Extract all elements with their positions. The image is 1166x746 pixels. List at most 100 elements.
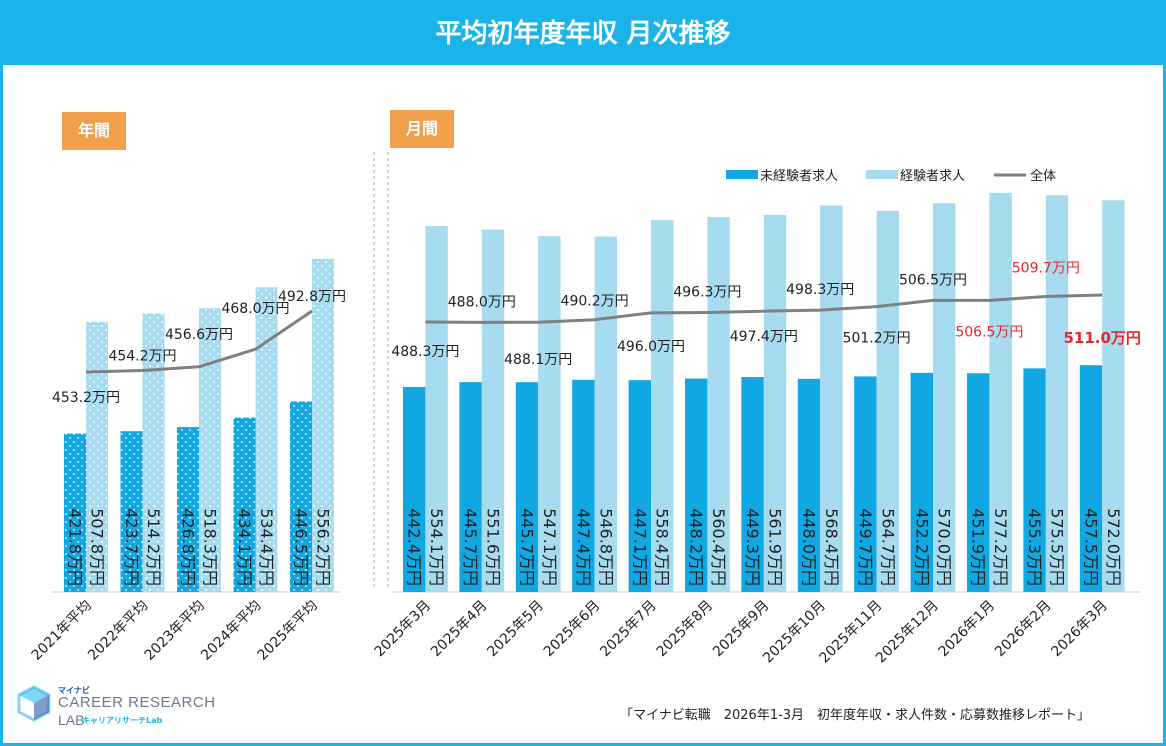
logo bbox=[14, 684, 214, 728]
overall-line-label: 509.7万円 bbox=[1012, 261, 1080, 277]
legend-swatch-inexperienced bbox=[726, 170, 758, 179]
overall-line-label: 488.0万円 bbox=[448, 294, 516, 310]
bar-experienced bbox=[820, 205, 843, 592]
bar-label-experienced: 518.3万円 bbox=[201, 508, 220, 586]
bar-inexperienced bbox=[403, 386, 426, 592]
bar-inexperienced bbox=[1079, 365, 1103, 592]
bar-inexperienced bbox=[854, 376, 877, 592]
bar-label-inexperienced: 447.1万円 bbox=[630, 508, 649, 586]
bar-experienced bbox=[425, 226, 448, 592]
bar-label-inexperienced: 442.4万円 bbox=[405, 508, 424, 586]
legend: 未経験者求人 経験者求人 全体 bbox=[726, 168, 1056, 184]
bar-label-inexperienced: 448.2万円 bbox=[687, 508, 706, 586]
bar-label-experienced: 575.5万円 bbox=[1048, 508, 1067, 586]
category-label: 2026年1月 bbox=[936, 598, 999, 661]
overall-line-label: 490.2万円 bbox=[561, 294, 629, 310]
bar-inexperienced bbox=[290, 401, 312, 592]
legend-swatch-experienced bbox=[866, 170, 898, 179]
bar-inexperienced bbox=[177, 427, 199, 592]
category-label: 2023年平均 bbox=[142, 598, 208, 664]
bar-label-inexperienced: 445.7万円 bbox=[518, 508, 537, 586]
bar-label-inexperienced: 446.5万円 bbox=[292, 508, 311, 586]
bar-experienced bbox=[312, 258, 334, 592]
bar-inexperienced bbox=[233, 417, 256, 592]
bar-label-inexperienced: 449.7万円 bbox=[856, 508, 875, 586]
bar-label-inexperienced: 455.3万円 bbox=[1025, 508, 1044, 586]
bar-label-experienced: 568.4万円 bbox=[822, 508, 841, 586]
bar-label-experienced: 546.8万円 bbox=[596, 508, 615, 586]
bar-label-experienced: 577.2万円 bbox=[991, 508, 1010, 586]
logo-brand: マイナビ bbox=[58, 686, 90, 695]
bar-label-inexperienced: 445.7万円 bbox=[461, 508, 480, 586]
bar-experienced bbox=[594, 236, 617, 592]
bar-label-experienced: 534.4万円 bbox=[257, 508, 276, 586]
chart-title: 平均初年度年収 月次推移 bbox=[435, 19, 731, 49]
bar-label-inexperienced: 457.5万円 bbox=[1082, 508, 1101, 586]
bar-label-inexperienced: 423.7万円 bbox=[122, 508, 141, 586]
bar-label-experienced: 560.4万円 bbox=[709, 508, 728, 586]
bar-label-inexperienced: 452.2万円 bbox=[912, 508, 931, 586]
category-label: 2026年2月 bbox=[992, 598, 1055, 661]
overall-line bbox=[425, 293, 1103, 324]
bar-inexperienced bbox=[1023, 368, 1046, 592]
bar-experienced bbox=[481, 229, 505, 593]
bar-experienced bbox=[1102, 200, 1125, 592]
overall-line-label: 496.3万円 bbox=[673, 284, 741, 300]
overall-line-label: 506.5万円 bbox=[955, 324, 1023, 340]
logo-main-text: CAREER RESEARCH bbox=[58, 694, 216, 711]
overall-line-label: 453.2万円 bbox=[52, 390, 120, 406]
bar-label-experienced: 556.2万円 bbox=[314, 508, 333, 586]
annual-badge: 年間 bbox=[62, 112, 126, 150]
bar-label-experienced: 572.0万円 bbox=[1104, 508, 1123, 586]
bar-label-inexperienced: 448.0万円 bbox=[800, 508, 819, 586]
bar-experienced bbox=[199, 308, 221, 592]
bar-label-experienced: 561.9万円 bbox=[766, 508, 785, 586]
bar-inexperienced bbox=[741, 377, 764, 592]
bar-inexperienced bbox=[967, 373, 990, 592]
category-label: 2025年平均 bbox=[255, 598, 321, 664]
bar-label-inexperienced: 434.1万円 bbox=[235, 508, 254, 586]
legend-label-inexperienced: 未経験者求人 bbox=[760, 169, 838, 184]
overall-line-label: 456.6万円 bbox=[165, 327, 233, 343]
logo-kana-text: キャリアリサーチLab bbox=[82, 716, 163, 725]
category-label: 2025年4月 bbox=[428, 598, 491, 661]
bar-inexperienced bbox=[120, 431, 143, 592]
category-label: 2025年5月 bbox=[484, 598, 547, 661]
monthly-badge: 月間 bbox=[390, 110, 454, 148]
bar-label-experienced: 547.1万円 bbox=[540, 508, 559, 586]
bar-label-experienced: 570.0万円 bbox=[935, 508, 954, 586]
bar-label-inexperienced: 451.9万円 bbox=[969, 508, 988, 586]
bar-inexperienced bbox=[64, 433, 86, 592]
title-bar: 平均初年度年収 月次推移 bbox=[3, 3, 1163, 65]
legend-label-overall: 全体 bbox=[1030, 168, 1056, 184]
bar-experienced bbox=[86, 321, 108, 592]
bar-inexperienced bbox=[797, 378, 821, 592]
category-label: 2021年平均 bbox=[29, 598, 95, 664]
overall-line-label: 498.3万円 bbox=[786, 282, 854, 298]
bar-inexperienced bbox=[515, 382, 539, 592]
bar-label-inexperienced: 421.8万円 bbox=[66, 508, 85, 586]
legend-label-experienced: 経験者求人 bbox=[900, 169, 965, 184]
bar-experienced bbox=[255, 287, 278, 592]
category-label: 2024年平均 bbox=[198, 598, 264, 664]
bar-inexperienced bbox=[572, 379, 595, 592]
overall-line-label: 497.4万円 bbox=[730, 329, 798, 345]
overall-line-label: 488.3万円 bbox=[391, 344, 459, 360]
annual-chart: 421.8万円 507.8万円 2021年平均 423.7万円 514.2万円 2022年… bbox=[29, 258, 346, 664]
bar-experienced bbox=[989, 192, 1012, 592]
overall-line bbox=[85, 309, 313, 374]
bar-experienced bbox=[142, 313, 165, 592]
category-label: 2025年3月 bbox=[372, 598, 435, 661]
overall-line-label: 501.2万円 bbox=[843, 331, 911, 347]
bar-inexperienced bbox=[628, 380, 651, 592]
bar-inexperienced bbox=[459, 382, 482, 592]
bar-inexperienced bbox=[685, 378, 708, 592]
bar-experienced bbox=[538, 236, 561, 592]
overall-line-label: 506.5万円 bbox=[899, 272, 967, 288]
category-label: 2025年6月 bbox=[541, 598, 604, 661]
overall-line-label: 492.8万円 bbox=[278, 289, 346, 305]
bar-label-experienced: 554.1万円 bbox=[427, 508, 446, 586]
